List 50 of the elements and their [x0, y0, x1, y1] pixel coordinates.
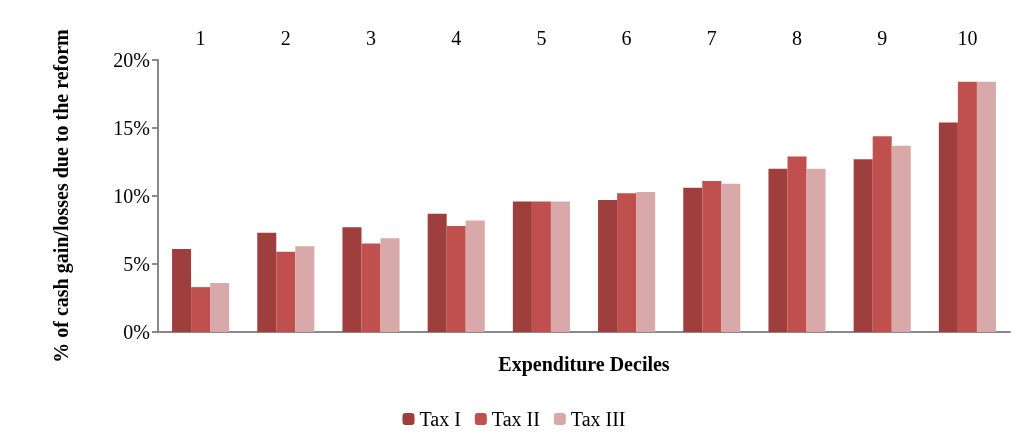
- x-tick-label: 7: [706, 27, 717, 49]
- x-tick-label: 8: [792, 27, 802, 49]
- bar: [636, 191, 656, 332]
- bar: [787, 156, 807, 332]
- bar: [380, 238, 400, 332]
- x-tick-label: 1: [195, 27, 206, 49]
- bar: [721, 183, 741, 332]
- bar: [342, 227, 362, 332]
- bar: [853, 159, 873, 332]
- x-tick-label: 4: [451, 27, 462, 49]
- x-tick-label: 2: [280, 27, 291, 49]
- bar: [446, 225, 466, 332]
- y-tick-label: 10%: [113, 185, 150, 207]
- x-tick-label: 3: [366, 27, 376, 49]
- x-tick-label: 10: [957, 27, 978, 49]
- bar: [210, 283, 230, 332]
- bar: [891, 145, 911, 332]
- bar: [512, 201, 532, 332]
- legend-label: Tax II: [491, 408, 540, 430]
- x-tick-label: 6: [621, 27, 632, 49]
- bar: [550, 201, 570, 332]
- bar: [806, 168, 826, 332]
- bar: [172, 249, 192, 332]
- legend-label: Tax III: [570, 408, 626, 430]
- bar: [702, 181, 722, 332]
- bar: [276, 251, 296, 332]
- y-tick-label: 15%: [113, 117, 150, 139]
- bar: [361, 243, 381, 332]
- bar: [683, 187, 703, 332]
- bar: [976, 81, 996, 332]
- y-tick-label: 20%: [113, 49, 150, 71]
- bar: [957, 81, 977, 332]
- y-tick-label: 0%: [123, 321, 150, 343]
- x-tick-label: 9: [877, 27, 888, 49]
- bar: [427, 213, 447, 332]
- bar: [531, 201, 551, 332]
- bar: [598, 200, 618, 332]
- bar: [938, 122, 958, 332]
- y-axis-title: % of cash gain/losses due to the reform: [50, 28, 73, 363]
- bar: [465, 220, 485, 332]
- y-tick-label: 5%: [123, 253, 150, 275]
- bar: [872, 136, 892, 332]
- bar: [257, 232, 277, 332]
- x-tick-label: 5: [536, 27, 547, 49]
- bar: [295, 246, 315, 332]
- bar: [768, 168, 788, 332]
- x-axis-title: Expenditure Deciles: [498, 353, 670, 376]
- bar: [617, 193, 637, 332]
- bar: [191, 287, 211, 332]
- legend-label: Tax I: [419, 408, 461, 430]
